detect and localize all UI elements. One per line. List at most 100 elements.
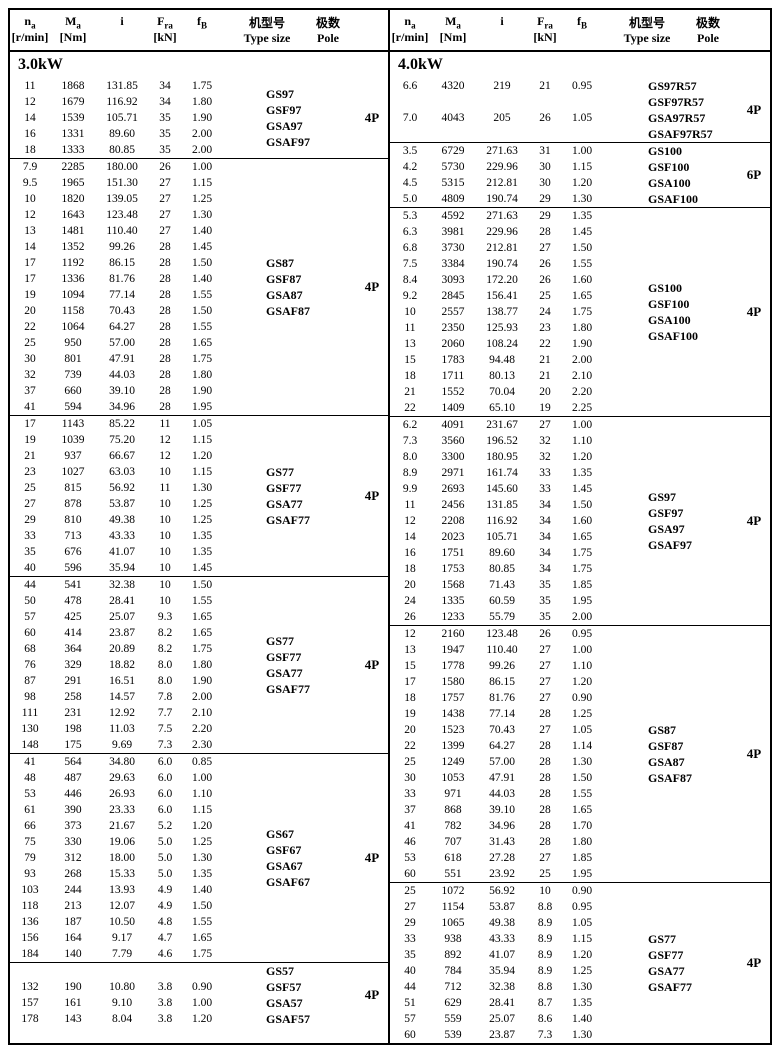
- cell: 65.10: [476, 400, 528, 416]
- cell: 28: [528, 802, 562, 818]
- cell: 19: [528, 400, 562, 416]
- cell: 26: [390, 609, 430, 625]
- cell: 81.76: [96, 271, 148, 287]
- cell: 1.90: [182, 383, 222, 399]
- type-size-column: GS100GSF100GSA100GSAF100: [644, 208, 738, 416]
- cell: 1481: [50, 223, 96, 239]
- data-row: 6139023.336.01.15: [10, 802, 262, 818]
- cell: 28: [148, 287, 182, 303]
- cell: 1580: [430, 674, 476, 690]
- cell: 1552: [430, 384, 476, 400]
- cell: 48: [10, 770, 50, 786]
- cell: 136: [10, 914, 50, 930]
- cell: 1.35: [562, 465, 602, 481]
- hdr-ma: Ma[Nm]: [430, 10, 476, 50]
- cell: 34: [528, 529, 562, 545]
- data-row: 4059635.94101.45: [10, 560, 262, 576]
- cell: 5.2: [148, 818, 182, 834]
- type-size-value: GSAF77: [266, 512, 356, 528]
- data-row: 7.92285180.00261.00: [10, 159, 262, 175]
- cell: 7.0: [390, 110, 430, 126]
- cell: 1.05: [562, 110, 602, 126]
- cell: 2.00: [182, 126, 222, 142]
- cell: 5.0: [390, 191, 430, 207]
- data-row: 10324413.934.91.40: [10, 882, 262, 898]
- cell: 1.40: [562, 1011, 602, 1027]
- pole-value: 4P: [738, 417, 770, 625]
- cell: 41.07: [96, 544, 148, 560]
- cell: 1820: [50, 191, 96, 207]
- cell: 18: [390, 368, 430, 384]
- cell: 34.96: [476, 818, 528, 834]
- cell: 712: [430, 979, 476, 995]
- cell: 2557: [430, 304, 476, 320]
- cell: 103: [10, 882, 50, 898]
- data-row: 3080147.91281.75: [10, 351, 262, 367]
- spec-table-container: na[r/min] Ma[Nm] i Fra[kN] fB 机型号Type si…: [8, 8, 772, 1045]
- cell: 3730: [430, 240, 476, 256]
- cell: 868: [430, 802, 476, 818]
- rows-area: 5.34592271.63291.356.33981229.96281.456.…: [390, 208, 644, 416]
- cell: 130: [10, 721, 50, 737]
- type-size-value: GSA100: [648, 312, 738, 328]
- cell: 219: [476, 78, 528, 94]
- data-row: 141539105.71351.90: [10, 110, 262, 126]
- cell: 33: [528, 481, 562, 497]
- data-row: 26123355.79352.00: [390, 609, 644, 625]
- data-row: 3786839.10281.65: [390, 802, 644, 818]
- cell: 271.63: [476, 208, 528, 224]
- cell: 15: [390, 352, 430, 368]
- cell: 4.5: [390, 175, 430, 191]
- cell: 123.48: [96, 207, 148, 223]
- cell: 99.26: [96, 239, 148, 255]
- cell: 8.8: [528, 899, 562, 915]
- cell: 30: [528, 175, 562, 191]
- cell: 971: [430, 786, 476, 802]
- data-row: 13618710.504.81.55: [10, 914, 262, 930]
- cell: 40: [10, 560, 50, 576]
- cell: 330: [50, 834, 96, 850]
- cell: 23: [10, 464, 50, 480]
- cell: 1.50: [182, 898, 222, 914]
- cell: 12: [148, 432, 182, 448]
- cell: 2.10: [562, 368, 602, 384]
- cell: 27.28: [476, 850, 528, 866]
- cell: 35: [528, 577, 562, 593]
- pole-value: 4P: [738, 208, 770, 416]
- cell: 8.9: [390, 465, 430, 481]
- cell: 11: [148, 480, 182, 496]
- data-row: 20115870.43281.50: [10, 303, 262, 319]
- cell: 10: [148, 593, 182, 609]
- cell: 64.27: [96, 319, 148, 335]
- cell: 10.80: [96, 979, 148, 995]
- data-row: 102557138.77241.75: [390, 304, 644, 320]
- pole-value: 4P: [738, 626, 770, 882]
- cell: 1.75: [562, 561, 602, 577]
- cell: 28: [528, 754, 562, 770]
- cell: 28: [528, 738, 562, 754]
- cell: 17: [390, 674, 430, 690]
- data-row: 5344626.936.01.10: [10, 786, 262, 802]
- cell: 70.04: [476, 384, 528, 400]
- cell: 1.90: [562, 336, 602, 352]
- type-size-value: GSAF57: [266, 1011, 356, 1027]
- data-row: 11123112.927.72.10: [10, 705, 262, 721]
- cell: 364: [50, 641, 96, 657]
- cell: 40: [390, 963, 430, 979]
- cell: 6.0: [148, 770, 182, 786]
- cell: 11: [10, 78, 50, 94]
- cell: 10: [148, 464, 182, 480]
- cell: 229.96: [476, 159, 528, 175]
- cell: 33: [390, 931, 430, 947]
- rows-area: 13219010.803.80.901571619.103.81.0017814…: [10, 963, 262, 1027]
- cell: 5.0: [148, 834, 182, 850]
- cell: 1.25: [562, 706, 602, 722]
- header-row-right: na[r/min] Ma[Nm] i Fra[kN] fB 机型号Type si…: [390, 10, 770, 52]
- cell: 34: [528, 545, 562, 561]
- pole-value: 4P: [356, 159, 388, 415]
- data-row: 13019811.037.52.20: [10, 721, 262, 737]
- cell: 105.71: [476, 529, 528, 545]
- cell: 1.45: [182, 239, 222, 255]
- type-size-column: GS57GSF57GSA57GSAF57: [262, 963, 356, 1027]
- cell: 1027: [50, 464, 96, 480]
